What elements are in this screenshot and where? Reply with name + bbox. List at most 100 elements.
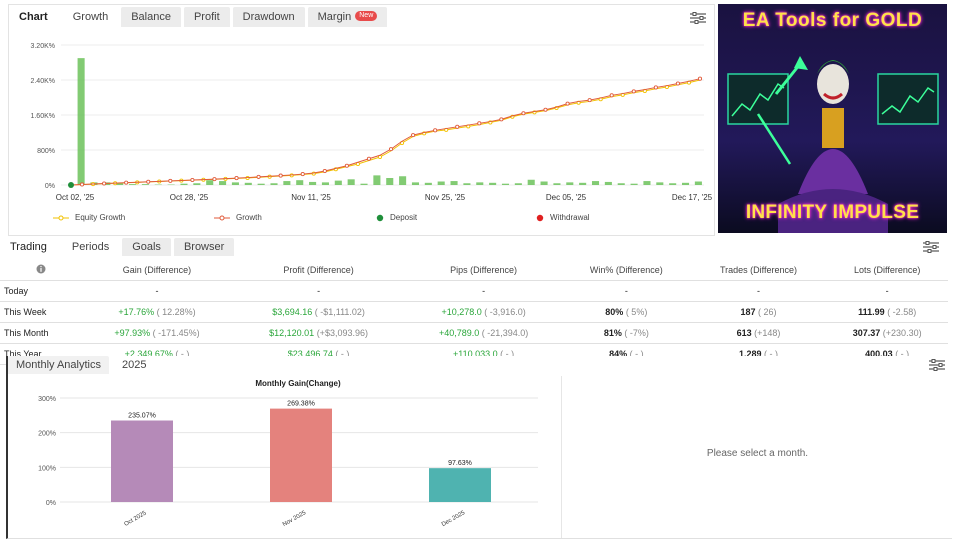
legend-label: Equity Growth xyxy=(75,213,126,222)
table-cell: 81% ( -7%) xyxy=(562,322,691,344)
info-icon-cell xyxy=(0,260,82,281)
cell-value: - xyxy=(624,286,628,296)
cell-difference: (+230.30) xyxy=(880,328,922,338)
tab-goals[interactable]: Goals xyxy=(122,238,171,256)
cell-difference: ( 26) xyxy=(755,307,777,317)
table-header-row: Gain (Difference) Profit (Difference) Pi… xyxy=(0,260,948,281)
series-point xyxy=(388,147,394,152)
x-tick-label: Dec 05, '25 xyxy=(546,193,587,202)
y-tick-label: 100% xyxy=(38,465,56,472)
sliders-icon[interactable] xyxy=(689,11,707,25)
x-tick-label: Nov 25, '25 xyxy=(425,193,466,202)
deposit-bar xyxy=(360,183,368,185)
deposit-bar xyxy=(527,179,535,185)
monthly-gain-chart: Monthly Gain(Change) 0% 100% 200% 300% 235.07… xyxy=(38,379,538,528)
deposit-bar xyxy=(591,181,600,185)
column-header: Profit (Difference) xyxy=(231,260,406,281)
column-header: Gain (Difference) xyxy=(82,260,232,281)
deposit-bar xyxy=(206,180,214,185)
series-point xyxy=(477,121,482,126)
y-tick-label: 800% xyxy=(37,148,55,155)
tab-growth[interactable]: Growth xyxy=(62,7,119,27)
series-point xyxy=(168,178,173,183)
y-tick-label: 2.40K% xyxy=(30,78,55,85)
growth-chart: 0% 800% 1.60K% 2.40K% 3.20K% Oct 02, '25 Oct 2… xyxy=(30,43,712,202)
deposit-bar xyxy=(617,183,625,185)
row-label: This Week xyxy=(0,301,82,323)
deposit-bar xyxy=(669,183,677,185)
table-cell: +40,789.0 ( -21,394.0) xyxy=(405,322,563,344)
table-row: Today - - - - - - xyxy=(0,280,948,302)
y-tick-label: 0% xyxy=(45,183,55,190)
deposit-bar xyxy=(116,183,124,185)
periods-table: Gain (Difference) Profit (Difference) Pi… xyxy=(0,260,948,365)
legend-item[interactable]: Deposit xyxy=(376,213,417,222)
table-row: This Week +17.76% ( 12.28%) $3,694.16 ( -$… xyxy=(0,301,948,323)
deposit-bar xyxy=(309,181,317,185)
tab-drawdown[interactable]: Drawdown xyxy=(232,7,305,27)
cell-value: - xyxy=(482,286,486,296)
tab-margin[interactable]: Margin New xyxy=(307,7,388,27)
x-tick-label: Dec 2025 xyxy=(441,510,467,528)
tab-profit[interactable]: Profit xyxy=(183,7,230,27)
bar-value-label: 235.07% xyxy=(128,413,156,420)
legend-item[interactable]: Equity Growth xyxy=(53,213,125,222)
series-point xyxy=(322,168,327,174)
cell-value: +110,033.0 xyxy=(453,349,498,359)
series-point xyxy=(344,163,349,168)
monthly-bar xyxy=(429,468,491,502)
y-tick-label: 200% xyxy=(38,431,56,438)
deposit-bar xyxy=(424,182,432,185)
sliders-icon[interactable] xyxy=(922,240,940,254)
tab-browser[interactable]: Browser xyxy=(173,238,235,256)
deposit-bar xyxy=(141,184,149,185)
deposit-bar xyxy=(77,58,85,185)
column-header: Trades (Difference) xyxy=(690,260,827,281)
tab-year[interactable]: 2025 xyxy=(111,356,157,374)
series-point xyxy=(256,174,261,179)
row-label: This Month xyxy=(0,322,82,344)
series-point xyxy=(609,93,614,98)
cell-value: 307.37 xyxy=(852,328,881,338)
deposit-bar xyxy=(681,182,690,185)
cell-value: - xyxy=(317,286,321,296)
tab-trading[interactable]: Trading xyxy=(10,241,47,253)
legend-dot-icon xyxy=(536,214,544,221)
legend-item[interactable]: Withdrawal xyxy=(536,213,590,222)
cell-value: 111.99 xyxy=(858,307,885,317)
series-point xyxy=(675,81,680,86)
deposit-bar xyxy=(347,179,355,185)
chart-label: Chart xyxy=(19,11,48,23)
cell-value: $12,120.01 xyxy=(269,328,315,338)
cell-difference: ( - ) xyxy=(627,349,644,359)
column-header: Lots (Difference) xyxy=(826,260,948,281)
deposit-marker xyxy=(68,182,74,188)
x-tick-label: Oct 02, '25 xyxy=(56,193,95,202)
x-tick-label: Nov 2025 xyxy=(282,510,308,528)
promo-subtitle: INFINITY IMPULSE xyxy=(745,202,920,223)
series-point xyxy=(102,181,107,186)
cell-value: 81% xyxy=(603,328,622,338)
column-header: Pips (Difference) xyxy=(405,260,563,281)
series-point xyxy=(521,111,526,116)
table-cell: 187 ( 26) xyxy=(690,301,827,323)
series-point xyxy=(300,172,305,177)
series-line-equity-growth xyxy=(70,79,701,186)
deposit-bar xyxy=(257,183,265,185)
cell-difference: ( -7%) xyxy=(621,328,649,338)
deposit-bar xyxy=(656,182,664,185)
promo-image: EA Tools for GOLD INFINITY IMPULSE xyxy=(718,4,947,233)
column-header: Win% (Difference) xyxy=(562,260,691,281)
tab-balance[interactable]: Balance xyxy=(121,7,181,27)
cell-value: - xyxy=(756,286,760,296)
deposit-bar xyxy=(411,182,420,185)
tab-periods[interactable]: Periods xyxy=(61,238,120,256)
legend-item[interactable]: Growth xyxy=(214,213,262,222)
sliders-icon[interactable] xyxy=(928,358,946,372)
cell-difference: (+$3,093.96) xyxy=(314,328,368,338)
monthly-bar xyxy=(270,408,332,502)
x-tick-label: Nov 11, '25 xyxy=(291,193,331,202)
series-point xyxy=(411,133,416,138)
tab-monthly-analytics[interactable]: Monthly Analytics xyxy=(8,356,109,374)
series-point xyxy=(631,89,636,94)
